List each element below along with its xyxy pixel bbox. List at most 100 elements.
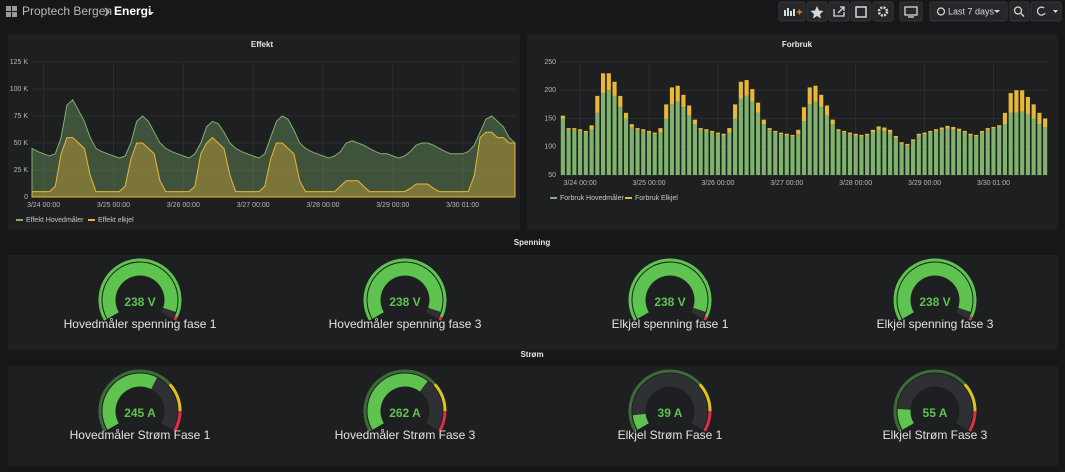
bar (652, 132, 657, 135)
bar (778, 132, 784, 135)
threshold-band (698, 383, 712, 412)
gauge-value: 238 V (389, 295, 420, 309)
bar (652, 134, 657, 175)
bar (882, 127, 887, 131)
threshold-band (363, 258, 447, 321)
y-tick-label: 0 (24, 194, 28, 201)
bar (756, 112, 761, 175)
y-tick-label: 250 (544, 59, 556, 66)
bar (974, 134, 979, 137)
bar (1008, 112, 1013, 175)
x-tick-label: 3/28 00:00 (306, 202, 339, 209)
add-panel-icon (797, 9, 802, 15)
share-icon (833, 6, 845, 17)
bar (738, 98, 743, 175)
bar (945, 128, 950, 175)
bar (899, 142, 904, 144)
gauge-title: Hovedmåler Strøm Fase 3 (335, 428, 476, 442)
bar (951, 129, 956, 175)
bar (721, 135, 726, 175)
zoom-icon (1020, 12, 1025, 18)
bar (899, 143, 904, 175)
dashboard-title[interactable]: Energi (114, 4, 151, 18)
bar (1037, 124, 1042, 175)
bar (1014, 90, 1019, 113)
refresh-button[interactable] (1030, 1, 1062, 22)
bar (945, 125, 950, 129)
bar (956, 130, 962, 175)
bar (1008, 93, 1013, 113)
threshold-band (98, 258, 182, 321)
bar (882, 130, 887, 175)
bar (733, 118, 738, 175)
grid-icon (12, 6, 17, 11)
gauge-fill (632, 413, 649, 430)
dropdown-caret (994, 10, 1000, 13)
x-tick-label: 3/25 00:00 (97, 202, 130, 209)
bar (664, 104, 669, 119)
bar (1002, 124, 1008, 175)
threshold-band (628, 258, 712, 321)
gauge-value: 39 A (658, 406, 683, 420)
bar (635, 129, 640, 175)
threshold-band (628, 369, 701, 432)
bar (933, 130, 939, 175)
bar (738, 81, 743, 99)
x-tick-label: 3/24 00:00 (564, 180, 597, 187)
bar (847, 132, 852, 135)
bar (1025, 97, 1030, 114)
refresh-icon (1036, 6, 1046, 16)
bar (773, 130, 778, 133)
bar (635, 128, 640, 130)
save-icon (855, 6, 867, 18)
bar (669, 87, 675, 105)
x-tick-label: 3/25 00:00 (632, 180, 665, 187)
threshold-band (438, 316, 443, 321)
bar (859, 136, 864, 175)
bar (727, 132, 732, 175)
tv-icon (904, 6, 918, 16)
bar (658, 132, 663, 175)
bar (578, 129, 583, 131)
bar (566, 128, 571, 130)
bar (612, 95, 617, 175)
threshold-band (703, 410, 712, 432)
bar (813, 85, 818, 102)
bar (876, 126, 881, 130)
threshold-band (438, 410, 447, 432)
y-tick-label: 200 (544, 87, 556, 94)
bar (870, 129, 875, 133)
bar (778, 134, 784, 175)
x-tick-label: 3/28 00:00 (839, 180, 872, 187)
bar (698, 128, 703, 130)
x-tick-label: 3/26 00:00 (167, 202, 200, 209)
gauge-value: 245 A (124, 406, 156, 420)
bar (675, 101, 680, 175)
zoom-out-button[interactable] (1009, 1, 1030, 22)
legend-label: Forbruk Elkjel (635, 195, 678, 202)
bar (847, 134, 852, 175)
x-tick-label: 3/26 00:00 (701, 180, 734, 187)
settings-button[interactable] (872, 1, 894, 22)
tv-mode-button[interactable] (899, 1, 923, 22)
bar (681, 94, 686, 108)
threshold-band (703, 316, 708, 321)
x-tick-label: 3/24 00:00 (27, 202, 60, 209)
gauge-title: Elkjel Strøm Fase 3 (883, 428, 988, 442)
bar (704, 130, 709, 175)
threshold-band (173, 410, 182, 432)
bar (767, 129, 772, 175)
bar (928, 132, 933, 175)
threshold-band (968, 316, 973, 321)
bar (1025, 113, 1030, 175)
folder-link[interactable]: Proptech Bergen (22, 4, 112, 18)
y-tick-label: 100 K (10, 86, 29, 93)
gauge-value: 262 A (389, 406, 421, 420)
star-icon (810, 6, 824, 19)
time-picker[interactable] (929, 1, 1008, 22)
bar (933, 129, 939, 131)
bar (991, 128, 996, 175)
grid-icon (12, 12, 17, 17)
save-button[interactable] (850, 1, 872, 22)
gauge-title: Hovedmåler spenning fase 1 (64, 317, 217, 331)
